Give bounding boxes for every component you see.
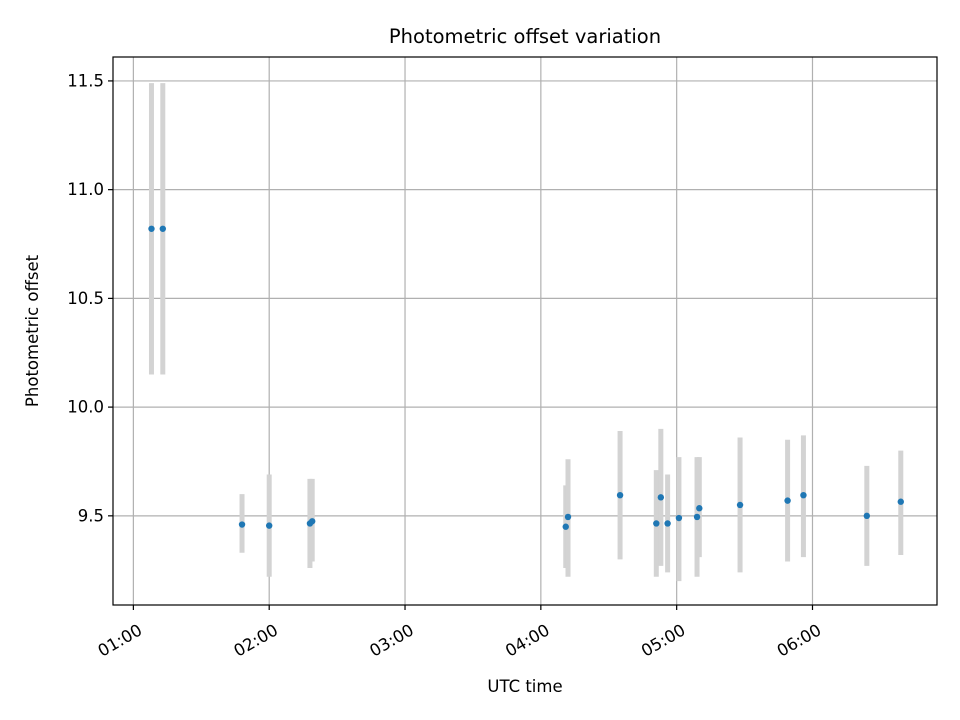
data-point bbox=[664, 520, 671, 527]
data-point bbox=[148, 225, 155, 232]
data-point bbox=[675, 514, 683, 522]
y-tick-label: 11.5 bbox=[67, 71, 104, 90]
grid-layer bbox=[113, 57, 937, 605]
data-point bbox=[784, 497, 791, 504]
x-axis-label: UTC time bbox=[487, 677, 562, 696]
data-point bbox=[863, 512, 871, 520]
data-point bbox=[800, 491, 807, 499]
data-point bbox=[657, 494, 665, 501]
y-tick-label: 10.0 bbox=[67, 398, 104, 417]
data-point bbox=[238, 521, 246, 528]
data-point bbox=[309, 518, 316, 525]
chart-title: Photometric offset variation bbox=[389, 25, 661, 48]
data-point bbox=[265, 522, 273, 529]
data-point bbox=[159, 225, 167, 232]
y-axis-label: Photometric offset bbox=[23, 254, 42, 407]
plot-frame bbox=[112, 56, 938, 606]
data-point bbox=[616, 491, 624, 499]
y-tick-label: 10.5 bbox=[67, 289, 104, 308]
data-point bbox=[696, 505, 703, 512]
y-tick-label: 9.5 bbox=[78, 506, 104, 525]
data-point bbox=[653, 520, 660, 527]
data-point bbox=[564, 513, 572, 521]
data-point bbox=[897, 498, 904, 505]
data-point bbox=[693, 513, 701, 521]
point-layer bbox=[148, 225, 904, 530]
data-point bbox=[736, 501, 744, 509]
data-point bbox=[562, 523, 569, 530]
y-tick-label: 11.0 bbox=[67, 180, 104, 199]
